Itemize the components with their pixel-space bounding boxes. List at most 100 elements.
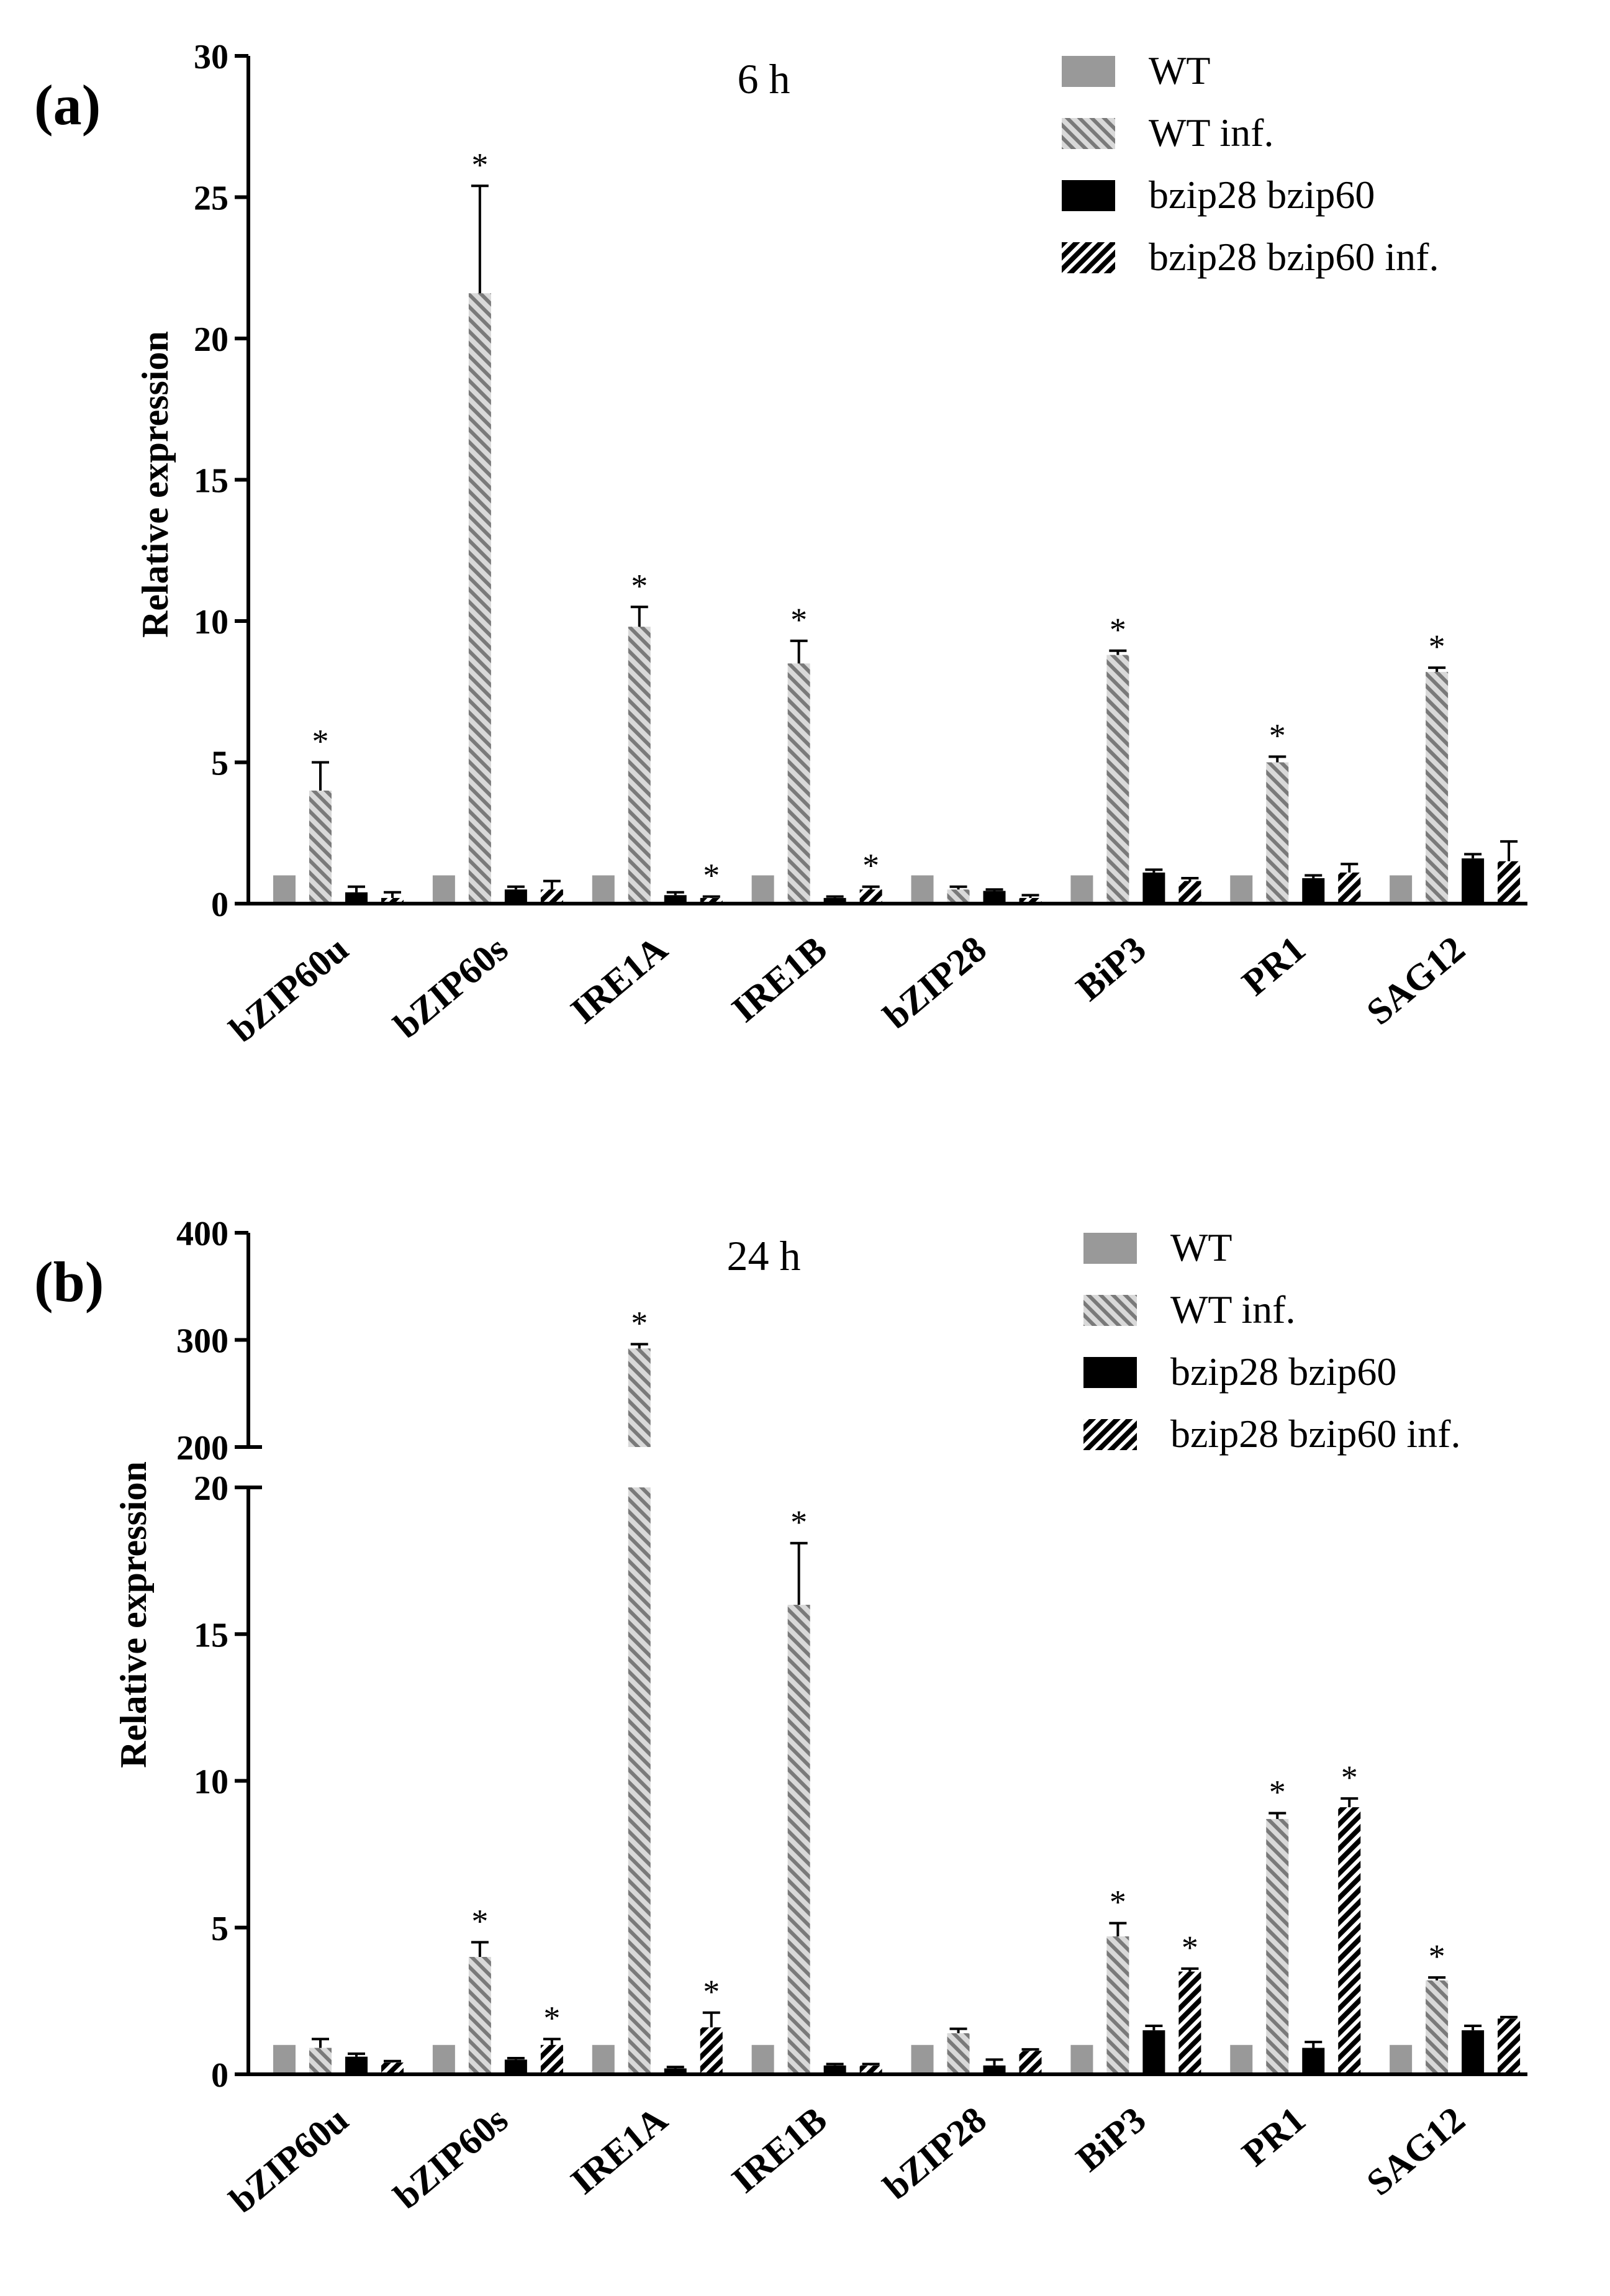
bar-wt-inf-SAG12	[1426, 671, 1449, 904]
bar-mutant-inf-IRE1B	[859, 889, 882, 904]
bar-mutant-inf-bZIP60u	[381, 897, 404, 904]
bar-mutant-inf-bZIP60s	[540, 889, 563, 904]
y-tick-label: 10	[194, 1763, 228, 1802]
bar-wt-BiP3	[1070, 875, 1093, 904]
bar-mutant-bZIP60s	[504, 2059, 527, 2074]
panel-b-label: (b)	[34, 1250, 104, 1314]
significance-star: *	[790, 601, 807, 638]
bar-mutant-inf-IRE1A	[700, 2027, 723, 2074]
bar-wt-bZIP60s	[432, 2044, 455, 2074]
significance-star: *	[1182, 1929, 1198, 1966]
legend-swatch-wt-inf	[1062, 118, 1115, 149]
legend-swatch-mutant	[1062, 180, 1115, 211]
legend-label-wt-inf: WT inf.	[1170, 1287, 1295, 1332]
category-label-bZIP60s: bZIP60s	[386, 2099, 515, 2217]
significance-star: *	[1269, 717, 1286, 754]
y-tick-label: 20	[194, 1469, 228, 1508]
legend-label-mutant: bzip28 bzip60	[1170, 1350, 1396, 1394]
bar-wt-inf-bZIP60s	[468, 293, 491, 904]
y-tick-label: 20	[194, 320, 228, 359]
bar-wt-inf-IRE1A	[628, 627, 651, 904]
bar-mutant-inf-BiP3	[1178, 881, 1201, 904]
y-tick-label: 5	[211, 745, 228, 783]
category-label-SAG12: SAG12	[1359, 2099, 1473, 2203]
bar-mutant-bZIP28	[983, 2065, 1006, 2074]
bar-wt-bZIP60u	[273, 2044, 296, 2074]
panel-a-legend: WT WT inf. bzip28 bzip60 bzip28 bzip60 i…	[1062, 48, 1439, 279]
bar-wt-inf-SAG12	[1426, 1980, 1449, 2074]
category-label-BiP3: BiP3	[1069, 928, 1154, 1009]
panel-b-timepoint: 24 h	[727, 1232, 801, 1279]
bar-wt-BiP3	[1070, 2044, 1093, 2074]
bar-mutant-inf-bZIP60s	[540, 2044, 563, 2074]
bar-wt-bZIP60s	[432, 875, 455, 904]
bar-wt-bZIP28	[911, 2044, 934, 2074]
legend-label-wt-inf: WT inf.	[1149, 111, 1273, 155]
bar-mutant-inf-PR1	[1338, 872, 1361, 904]
y-tick-label: 15	[194, 1616, 228, 1654]
significance-star: *	[703, 1973, 720, 2010]
category-label-bZIP60u: bZIP60u	[222, 2099, 356, 2220]
bar-mutant-IRE1A	[664, 895, 687, 904]
bar-wt-bZIP28	[911, 875, 934, 904]
panel-b-legend: WT WT inf. bzip28 bzip60 bzip28 bzip60 i…	[1083, 1225, 1460, 1456]
significance-star: *	[790, 1504, 807, 1541]
category-label-SAG12: SAG12	[1359, 928, 1473, 1032]
category-label-BiP3: BiP3	[1069, 2099, 1154, 2179]
category-label-PR1: PR1	[1234, 2099, 1313, 2174]
bar-wt-inf-bZIP60u	[309, 2048, 332, 2074]
bar-mutant-IRE1B	[823, 897, 846, 904]
significance-star: *	[1269, 1773, 1286, 1810]
bar-mutant-inf-IRE1B	[859, 2065, 882, 2074]
bar-mutant-inf-SAG12	[1498, 2018, 1521, 2074]
legend-label-wt: WT	[1149, 48, 1211, 93]
bar-mutant-bZIP28	[983, 891, 1006, 904]
bar-wt-IRE1B	[751, 875, 774, 904]
bar-wt-inf-PR1	[1266, 762, 1289, 904]
y-tick-label: 0	[211, 2056, 228, 2095]
y-tick-label: 5	[211, 1910, 228, 1948]
bar-wt-inf-BiP3	[1106, 655, 1129, 904]
legend-label-wt: WT	[1170, 1225, 1232, 1269]
bar-mutant-PR1	[1302, 878, 1325, 904]
bar-wt-inf-bZIP60s	[468, 1957, 491, 2074]
bar-mutant-bZIP60u	[345, 2056, 368, 2074]
bar-wt-inf-IRE1A	[628, 1487, 651, 2074]
category-label-bZIP28: bZIP28	[875, 928, 994, 1037]
bar-mutant-inf-BiP3	[1178, 1971, 1201, 2074]
category-label-IRE1A: IRE1A	[563, 928, 675, 1031]
bar-wt-inf-IRE1B	[787, 663, 810, 904]
legend-swatch-wt-inf	[1083, 1295, 1137, 1326]
panel-a-bars: * * * * * * * * *	[273, 146, 1521, 904]
panel-a-categories: bZIP60u bZIP60s IRE1A IRE1B bZIP28 BiP3 PR1 SAG…	[222, 928, 1472, 1050]
category-label-bZIP60u: bZIP60u	[222, 928, 356, 1050]
bar-mutant-SAG12	[1462, 2030, 1485, 2074]
y-tick-label: 25	[194, 179, 228, 218]
panel-b-y-axis-title: Relative expression	[113, 1461, 154, 1768]
legend-label-mutant: bzip28 bzip60	[1149, 173, 1375, 217]
y-tick-label-upper: 200	[176, 1429, 228, 1468]
bar-wt-bZIP60u	[273, 875, 296, 904]
bar-mutant-inf-bZIP60u	[381, 2062, 404, 2074]
bar-mutant-bZIP60u	[345, 892, 368, 904]
bar-mutant-PR1	[1302, 2048, 1325, 2074]
panel-a-axes	[246, 56, 1527, 905]
legend-swatch-wt	[1083, 1233, 1137, 1264]
bar-mutant-IRE1A	[664, 2068, 687, 2074]
y-tick-label: 10	[194, 603, 228, 642]
significance-star: *	[471, 146, 488, 183]
bar-mutant-inf-SAG12	[1498, 861, 1521, 904]
panel-b-categories: bZIP60u bZIP60s IRE1A IRE1B bZIP28 BiP3 PR1 SAG…	[222, 2099, 1472, 2220]
panel-b-axes	[235, 1233, 1527, 2076]
significance-star: *	[1110, 611, 1126, 648]
bar-wt-SAG12	[1390, 2044, 1413, 2074]
legend-label-mutant-inf: bzip28 bzip60 inf.	[1170, 1412, 1460, 1456]
y-tick-label: 30	[194, 38, 228, 76]
panel-b-chart: (b) 24 h Relative expression 0 5 10 15 20200…	[34, 1215, 1527, 2221]
bar-wt-PR1	[1230, 875, 1253, 904]
bar-wt-IRE1B	[751, 2044, 774, 2074]
significance-star: *	[1429, 1938, 1445, 1975]
bar-mutant-inf-bZIP28	[1019, 2051, 1042, 2074]
bar-wt-IRE1A	[592, 875, 615, 904]
